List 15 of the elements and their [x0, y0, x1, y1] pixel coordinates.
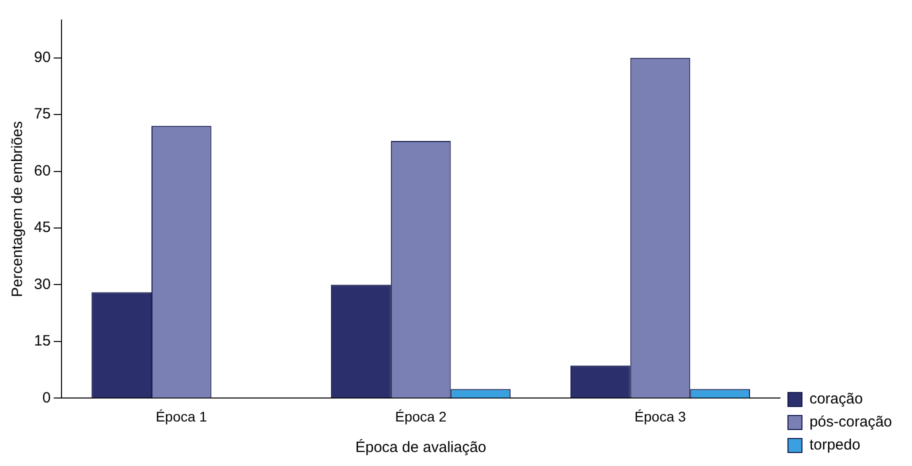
- x-tick-label: Época 1: [156, 408, 208, 424]
- y-tick-label: 75: [34, 106, 51, 123]
- y-tick-label: 15: [34, 332, 51, 350]
- x-tick-label: Época 3: [634, 408, 686, 424]
- legend-label: torpedo: [809, 436, 860, 454]
- y-tick-label: 30: [34, 276, 51, 293]
- y-tick-label: 0: [42, 389, 51, 406]
- legend-label: pós-coração: [809, 414, 892, 431]
- y-tick-label: 45: [34, 219, 51, 236]
- x-tick-label: Época 2: [395, 408, 447, 424]
- y-tick-label: 90: [34, 48, 51, 66]
- y-tick-label: 60: [34, 162, 51, 180]
- x-axis-title: Época de avaliação: [355, 438, 486, 456]
- y-axis-title: Percentagem de embriões: [9, 121, 26, 298]
- legend-label: coração: [809, 390, 863, 408]
